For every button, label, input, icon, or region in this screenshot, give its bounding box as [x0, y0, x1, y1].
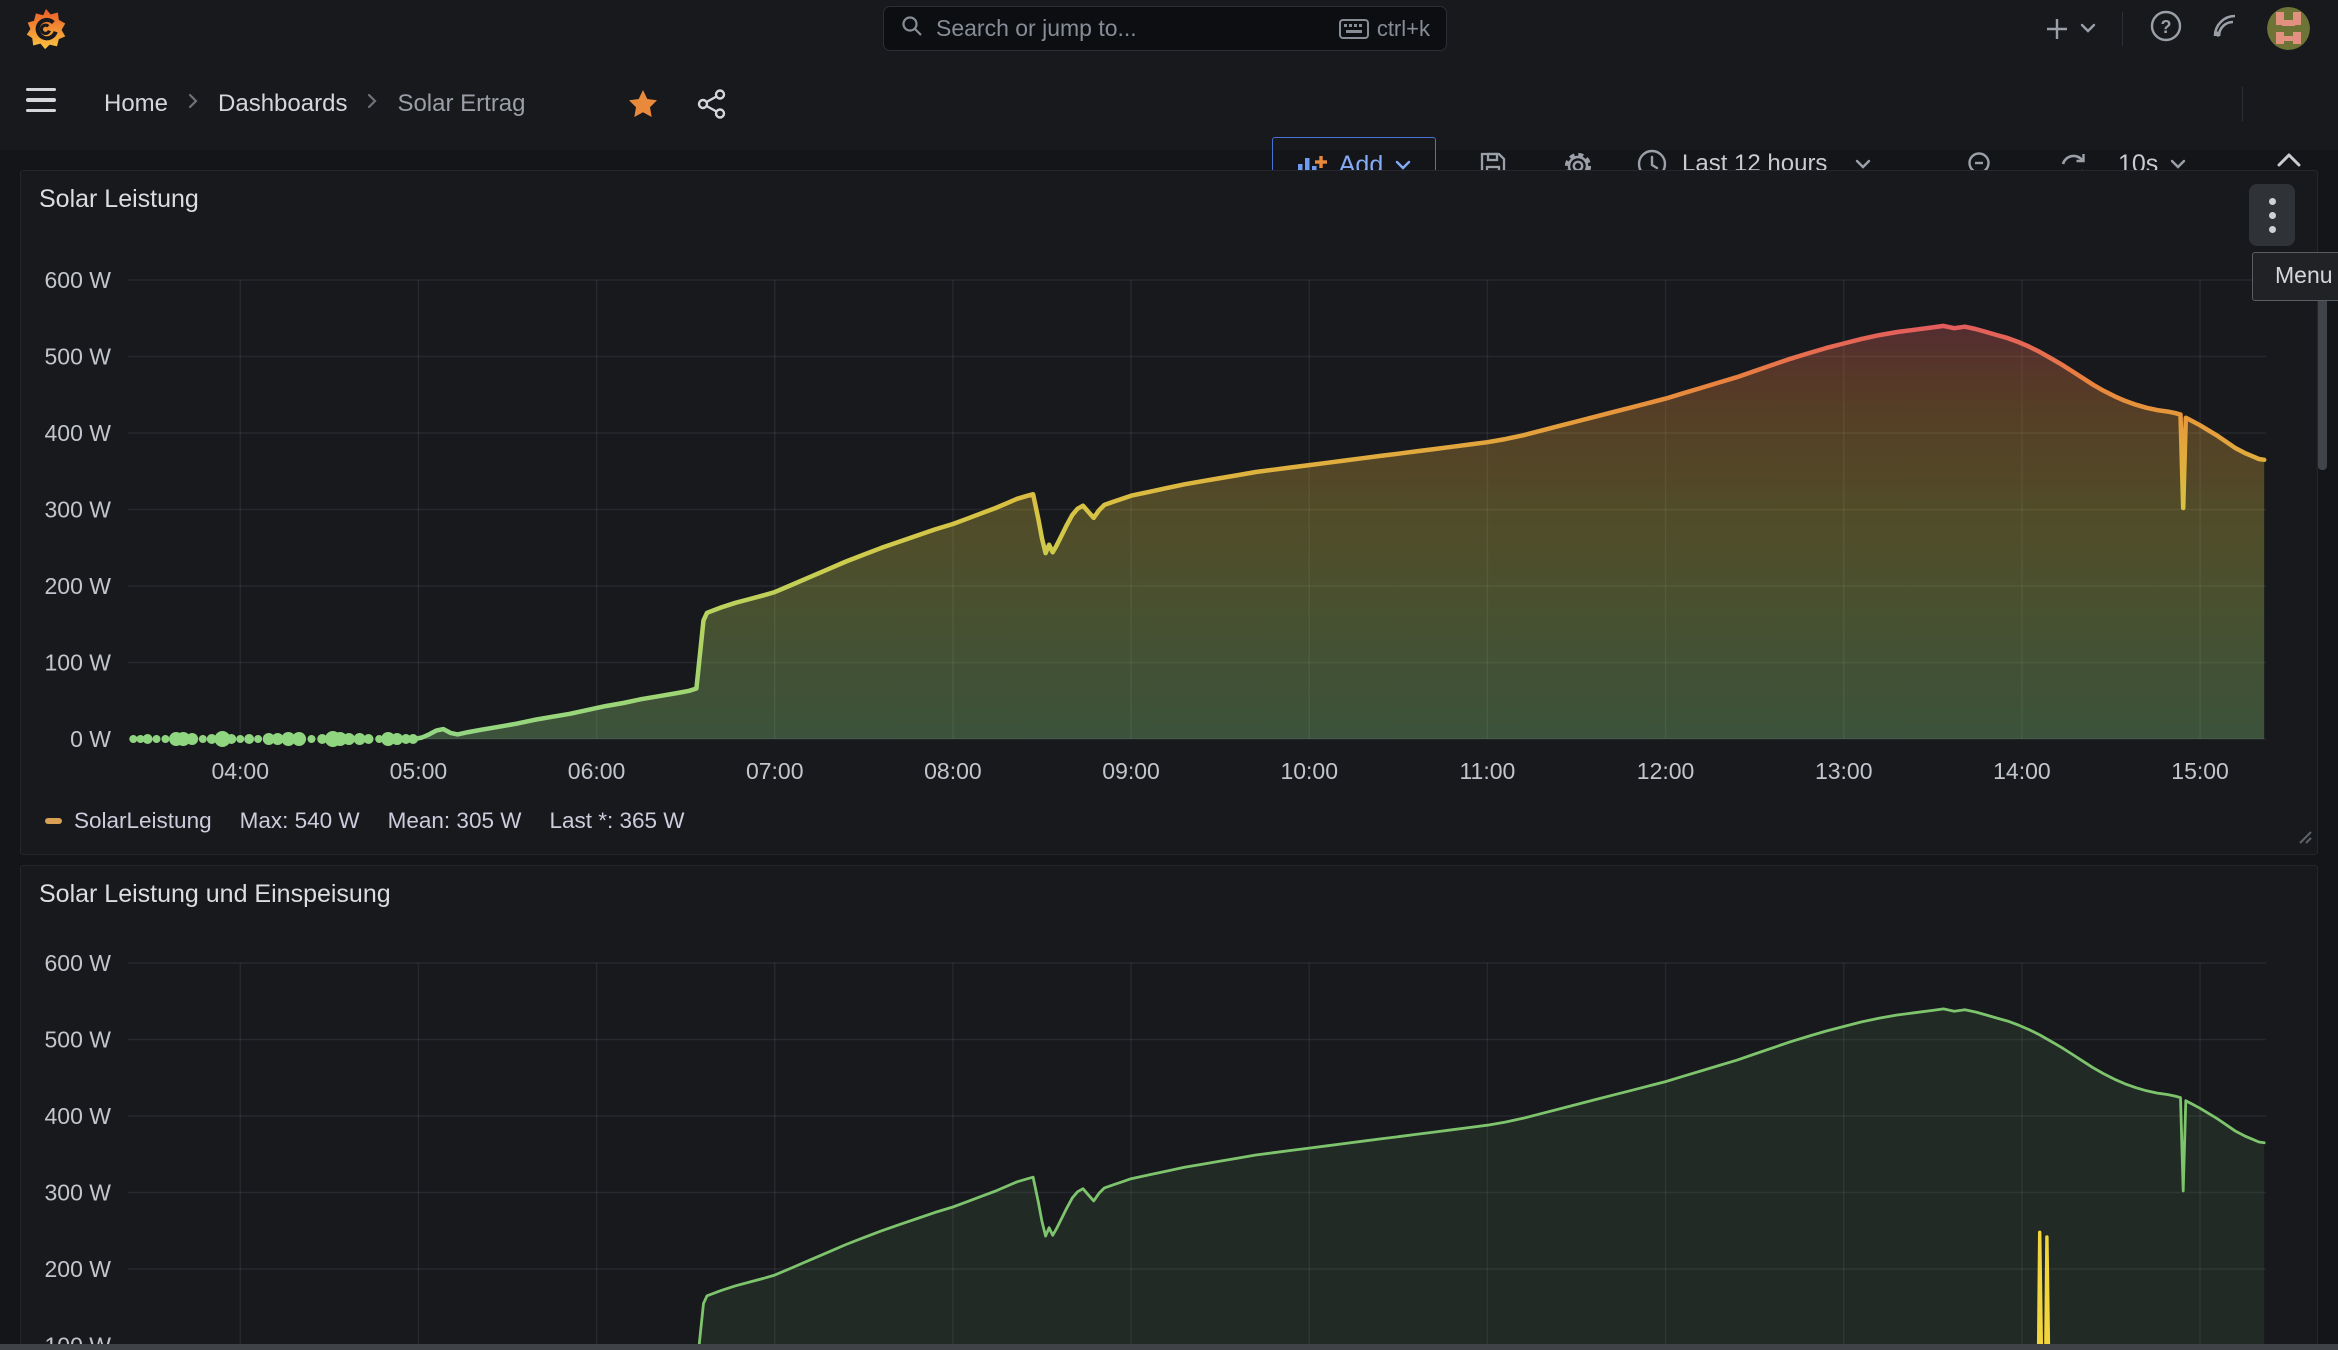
svg-text:12:00: 12:00	[1637, 758, 1695, 784]
svg-text:500 W: 500 W	[45, 344, 112, 370]
svg-text:13:00: 13:00	[1815, 758, 1873, 784]
chevron-down-icon	[1856, 159, 1871, 169]
svg-text:300 W: 300 W	[45, 1180, 112, 1206]
legend-series-marker	[45, 818, 62, 824]
svg-text:04:00: 04:00	[211, 758, 269, 784]
help-icon: ?	[2150, 10, 2182, 42]
panel-resize-handle[interactable]	[2296, 828, 2312, 849]
search-icon	[900, 14, 924, 43]
star-icon	[629, 90, 657, 117]
legend-stat-last: Last *: 365 W	[549, 808, 685, 833]
page-scrollbar-thumb[interactable]	[2318, 272, 2327, 470]
svg-text:07:00: 07:00	[746, 758, 804, 784]
topbar-divider	[2122, 11, 2123, 46]
mega-menu-button[interactable]	[26, 81, 64, 119]
search-placeholder: Search or jump to...	[936, 15, 1137, 41]
legend-stat-mean: Mean: 305 W	[387, 808, 522, 833]
top-nav-bar: Search or jump to... ctrl+k	[0, 0, 2338, 57]
grafana-logo-icon[interactable]	[24, 7, 68, 51]
svg-text:10:00: 10:00	[1280, 758, 1338, 784]
svg-text:100 W: 100 W	[45, 650, 112, 676]
plus-icon	[2047, 18, 2067, 39]
dashboard-header-bar: Home Dashboards Solar Ertrag Add	[0, 57, 2338, 193]
svg-text:400 W: 400 W	[45, 1103, 112, 1129]
panel-title: Solar Leistung	[39, 185, 199, 213]
search-input[interactable]: Search or jump to... ctrl+k	[883, 6, 1447, 51]
rss-icon	[2213, 14, 2236, 37]
tooltip: Menu	[2252, 252, 2338, 301]
panel-title: Solar Leistung und Einspeisung	[39, 880, 391, 908]
tooltip-label: Menu	[2275, 262, 2333, 288]
breadcrumb-home[interactable]: Home	[104, 89, 169, 117]
share-button[interactable]	[696, 88, 728, 125]
svg-text:200 W: 200 W	[45, 1256, 112, 1282]
svg-text:300 W: 300 W	[45, 497, 112, 523]
svg-text:08:00: 08:00	[924, 758, 982, 784]
svg-text:500 W: 500 W	[45, 1027, 112, 1053]
svg-text:09:00: 09:00	[1102, 758, 1160, 784]
svg-text:06:00: 06:00	[568, 758, 626, 784]
help-button[interactable]: ?	[2149, 9, 2183, 48]
legend-series-label[interactable]: SolarLeistung	[74, 808, 212, 833]
svg-text:600 W: 600 W	[45, 267, 112, 293]
kebab-menu-icon	[2268, 197, 2276, 205]
svg-text:0 W: 0 W	[70, 726, 111, 752]
legend-stat-max: Max: 540 W	[239, 808, 360, 833]
new-menu-button[interactable]	[2044, 16, 2096, 42]
panel-menu-button[interactable]	[2249, 184, 2295, 246]
chevron-up-icon	[2277, 153, 2301, 167]
svg-text:15:00: 15:00	[2171, 758, 2229, 784]
topbar-actions: ?	[2044, 0, 2310, 57]
favorite-star-button[interactable]	[626, 87, 660, 126]
breadcrumb-current: Solar Ertrag	[397, 89, 526, 117]
svg-text:400 W: 400 W	[45, 420, 112, 446]
breadcrumb: Home Dashboards Solar Ertrag	[104, 57, 526, 150]
search-shortcut: ctrl+k	[1338, 16, 1430, 42]
chevron-down-icon	[2171, 159, 2186, 169]
menu-icon	[26, 87, 56, 92]
avatar[interactable]	[2267, 7, 2310, 50]
window-bottom-edge	[0, 1344, 2338, 1350]
panel-solar-leistung: 0 W 100 W 200 W 300 W 400 W 500 W 600 W 04:00 05…	[20, 170, 2318, 855]
timeseries-chart-solar-leistung[interactable]: 0 W 100 W 200 W 300 W 400 W 500 W 600 W 04:00 05…	[21, 171, 2317, 854]
svg-text:?: ?	[2161, 17, 2172, 37]
news-button[interactable]	[2209, 10, 2241, 47]
svg-text:200 W: 200 W	[45, 573, 112, 599]
chart-legend: SolarLeistung Max: 540 W Mean: 305 W Las…	[45, 808, 713, 834]
svg-text:14:00: 14:00	[1993, 758, 2051, 784]
collapse-toolbar-button[interactable]	[2276, 152, 2302, 173]
keyboard-icon	[1338, 18, 1369, 39]
breadcrumb-dashboards[interactable]: Dashboards	[218, 89, 348, 117]
svg-text:600 W: 600 W	[45, 950, 112, 976]
breadcrumb-separator-icon	[365, 90, 379, 118]
toolbar-divider	[2242, 87, 2243, 121]
chevron-down-icon	[2080, 23, 2096, 33]
chevron-down-icon	[1396, 160, 1411, 170]
share-icon	[697, 89, 726, 119]
breadcrumb-separator-icon	[186, 90, 200, 118]
svg-text:05:00: 05:00	[390, 758, 448, 784]
svg-text:11:00: 11:00	[1459, 758, 1515, 784]
